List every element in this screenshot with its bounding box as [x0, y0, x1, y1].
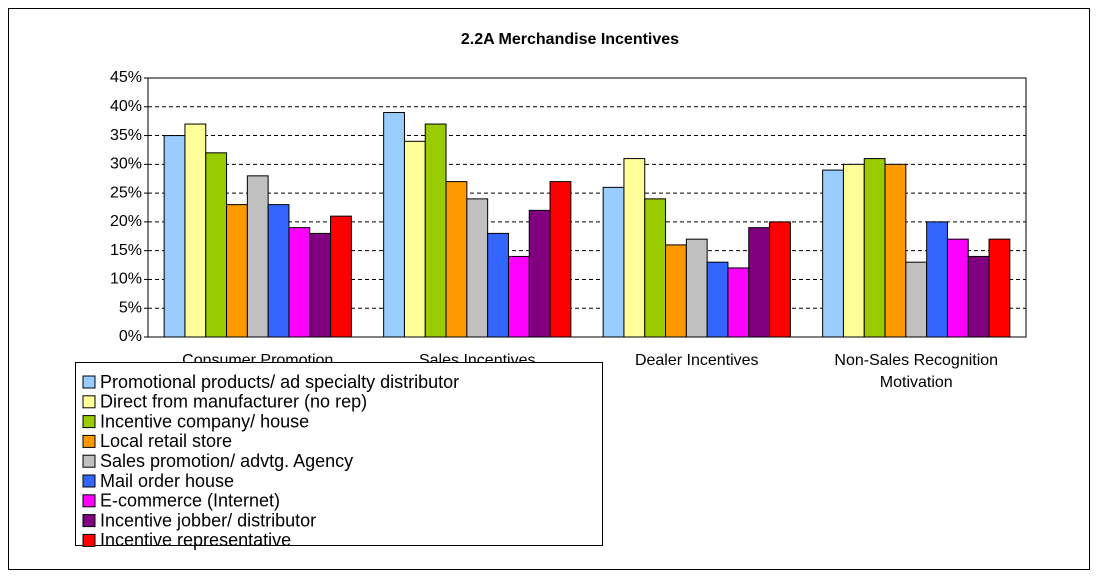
legend-box	[75, 362, 603, 546]
legend-swatch	[82, 375, 96, 389]
legend-swatch	[82, 494, 96, 508]
y-tick-label: 30%	[110, 156, 142, 173]
legend-label: Local retail store	[100, 431, 232, 451]
legend-label: Promotional products/ ad specialty distr…	[100, 372, 459, 392]
legend-swatch	[82, 514, 96, 528]
legend-swatch	[82, 474, 96, 488]
legend-label: Direct from manufacturer (no rep)	[100, 392, 367, 412]
y-tick-label: 10%	[110, 271, 142, 288]
legend-label: E-commerce (Internet)	[100, 491, 280, 511]
legend-label: Incentive company/ house	[100, 411, 309, 431]
y-tick-label: 25%	[110, 184, 142, 201]
legend-label: Incentive representative	[100, 530, 291, 550]
x-tick-label: Dealer Incentives	[634, 352, 759, 369]
y-tick-label: 5%	[119, 299, 142, 316]
x-tick-label: Non-Sales Recognition Motivation	[834, 352, 999, 391]
legend-swatch	[82, 454, 96, 468]
y-tick-label: 15%	[110, 242, 142, 259]
plot-border	[147, 77, 1027, 338]
y-tick-label: 45%	[110, 69, 142, 86]
legend-swatch	[82, 533, 96, 547]
chart-title: 2.2A Merchandise Incentives	[461, 31, 679, 48]
legend-swatch	[82, 415, 96, 429]
legend-swatch	[82, 434, 96, 448]
legend-swatch	[82, 395, 96, 409]
legend-label: Incentive jobber/ distributor	[100, 510, 316, 530]
y-tick-label: 0%	[119, 328, 142, 345]
y-tick-label: 20%	[110, 213, 142, 230]
y-tick-label: 35%	[110, 127, 142, 144]
legend-label: Sales promotion/ advtg. Agency	[100, 451, 353, 471]
legend-label: Mail order house	[100, 471, 234, 491]
y-tick-label: 40%	[110, 98, 142, 115]
